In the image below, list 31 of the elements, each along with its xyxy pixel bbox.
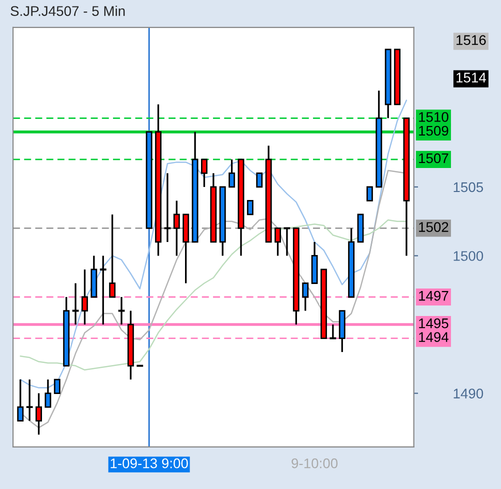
candlestick <box>109 214 116 298</box>
candlestick <box>201 158 208 188</box>
ref-line-label: 1494 <box>419 332 448 342</box>
text: 1516 <box>456 35 486 45</box>
ref-line-label: 1497 <box>419 290 448 301</box>
ref-line-label: 1510 <box>419 112 448 122</box>
candlestick <box>274 227 281 257</box>
candlestick <box>17 378 24 422</box>
candlestick <box>246 200 254 216</box>
candlestick <box>228 158 236 188</box>
ref-line-label: 1509 <box>419 126 448 136</box>
x-tick-label: 1-09-13 9:00 <box>110 458 188 468</box>
candlestick <box>82 268 88 326</box>
y-tick-label: 1490 <box>454 388 484 398</box>
y-tick-label: 1505 <box>454 182 484 192</box>
ref-line-label: 1495 <box>419 318 448 328</box>
ref-line-label: 1502 <box>419 222 448 232</box>
candlestick <box>173 200 180 257</box>
x-tick-label: 9-10:00 <box>292 458 338 468</box>
candlestick <box>366 186 373 202</box>
line-series <box>20 219 408 371</box>
candlestick <box>256 172 263 188</box>
text: 1514 <box>456 72 486 82</box>
chart-title: S.JP.J4507 - 5 Min <box>10 6 125 16</box>
candlestick <box>302 282 309 312</box>
candlestick <box>44 378 52 408</box>
y-tick-label: 1500 <box>454 251 484 261</box>
candlestick <box>54 378 60 394</box>
ref-line-label: 1507 <box>419 153 448 164</box>
candlestick <box>36 392 42 436</box>
line-series <box>20 100 408 388</box>
